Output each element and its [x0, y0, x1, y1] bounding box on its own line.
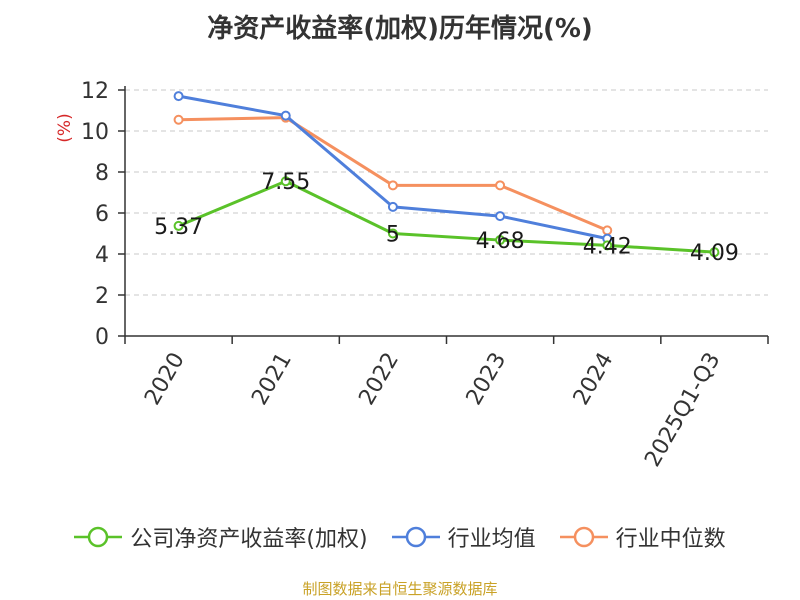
legend-marker-icon: [74, 526, 123, 548]
x-tick-label: 2022: [354, 349, 404, 410]
data-point: [387, 201, 398, 212]
legend: 公司净资产收益率(加权) 行业均值 行业中位数: [0, 520, 800, 554]
legend-label: 行业中位数: [615, 527, 726, 552]
data-point: [173, 220, 184, 231]
y-axis-label: (%): [55, 113, 75, 142]
y-tick-label: 0: [95, 325, 109, 350]
y-tick-label: 12: [81, 79, 109, 104]
y-tick-label: 10: [81, 120, 109, 145]
data-label: 4.09: [690, 241, 739, 266]
data-label: 4.42: [583, 234, 632, 259]
x-tick-label: 2024: [569, 349, 619, 410]
grid-lines: [125, 89, 768, 296]
data-point: [280, 110, 291, 121]
data-label: 7.55: [261, 170, 310, 195]
legend-item-industry-median[interactable]: 行业中位数: [559, 521, 726, 553]
source-footer: 制图数据来自恒生聚源数据库: [302, 580, 498, 598]
legend-marker-icon: [391, 526, 440, 548]
series-line: [178, 179, 715, 254]
legend-label: 行业均值: [447, 527, 536, 552]
data-point: [495, 180, 506, 191]
y-tick-label: 4: [95, 243, 109, 268]
legend-item-industry-average[interactable]: 行业均值: [391, 521, 536, 553]
chart-title: 净资产收益率(加权)历年情况(%): [207, 14, 593, 44]
data-point: [709, 247, 720, 258]
x-tick-label: 2023: [462, 349, 512, 410]
y-tick-label: 6: [95, 202, 109, 227]
legend-marker-icon: [559, 526, 608, 548]
data-point: [173, 91, 184, 102]
data-point: [602, 225, 613, 236]
data-point: [280, 176, 291, 187]
data-point: [495, 211, 506, 222]
data-point: [387, 180, 398, 191]
y-tick-label: 8: [95, 161, 109, 186]
data-label: 4.68: [476, 229, 525, 254]
x-tick-label: 2021: [247, 349, 297, 410]
legend-item-company[interactable]: 公司净资产收益率(加权): [74, 521, 368, 553]
data-point: [495, 235, 506, 246]
data-label: 5: [386, 223, 400, 248]
x-tick-label: 2020: [140, 349, 190, 410]
x-tick-label: 2025Q1-Q3: [640, 349, 725, 472]
data-point: [173, 114, 184, 125]
data-labels: 5.37 7.55 5 4.68 4.42 4.09: [154, 170, 739, 266]
data-point: [387, 228, 398, 239]
y-tick-label: 2: [95, 284, 109, 309]
legend-label: 公司净资产收益率(加权): [130, 527, 368, 552]
data-point: [602, 240, 613, 251]
axes: 0 2 4 6 8 10 12 (%) 2020 2021 2022 2023 2024 2025Q1-Q…: [55, 79, 769, 472]
series-lines: [173, 91, 720, 258]
series-line: [178, 116, 608, 232]
data-label: 5.37: [154, 215, 203, 240]
